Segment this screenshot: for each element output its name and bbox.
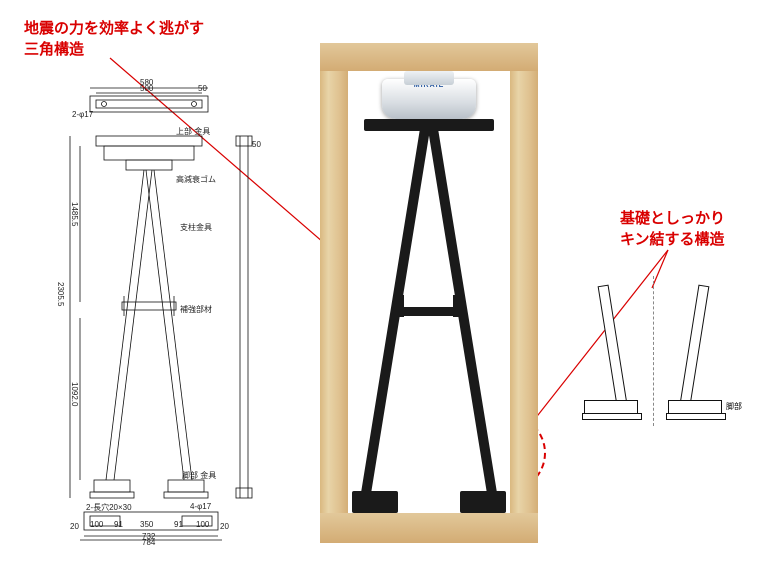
lbl-bottom-metal: 脚部 金具 xyxy=(182,470,216,481)
wood-beam-top xyxy=(320,43,538,71)
detail-leg-left xyxy=(598,285,627,403)
dim-mid-gap: 50 xyxy=(252,140,261,149)
hole-note-bl: 2-長穴20×30 xyxy=(86,502,132,513)
detail-leg-right xyxy=(680,285,709,403)
lbl-strut-metal: 支柱金具 xyxy=(180,222,212,233)
wood-beam-bottom xyxy=(320,513,538,543)
dim-b-c4: 100 xyxy=(196,520,209,529)
detail-foot-right xyxy=(668,400,722,414)
dim-b-side-l: 20 xyxy=(70,522,79,531)
callout-foundation-connection: 基礎としっかりキン結する構造 xyxy=(620,208,725,250)
dim-b-c1: 91 xyxy=(114,520,123,529)
hole-note-br: 4-φ17 xyxy=(190,502,211,511)
cross-brace-tab-left xyxy=(396,295,404,317)
dim-total-h: 2305.5 xyxy=(56,282,65,306)
cross-brace-tab-right xyxy=(453,295,461,317)
dim-top-inner: 500 xyxy=(140,84,153,93)
base-foot-left xyxy=(352,491,398,513)
lbl-top-metal: 上部 金具 xyxy=(176,126,210,137)
tech-drawing-svg xyxy=(40,82,280,542)
callout-triangle-structure: 地震の力を効率よく逃がす三角構造 xyxy=(24,18,204,60)
dim-top-side: 50 xyxy=(198,84,207,93)
dim-lower: 1092.0 xyxy=(70,382,79,406)
dim-b-side-r: 20 xyxy=(220,522,229,531)
technical-drawing: 580 500 50 2-φ17 上部 金具 高減衰ゴム 支柱金具 補強部材 脚… xyxy=(40,82,280,542)
detail-centerline xyxy=(653,276,654,426)
dim-b-row3: 784 xyxy=(142,538,155,547)
product-frame: MIRAIE xyxy=(320,43,538,543)
callout-foundation-text: 基礎としっかりキン結する構造 xyxy=(620,210,725,248)
detail-base-left xyxy=(582,413,642,420)
dim-b-c3: 91 xyxy=(174,520,183,529)
dim-b-c0: 100 xyxy=(90,520,103,529)
detail-arrow-label: 脚部 xyxy=(726,401,742,412)
detail-foot-left xyxy=(584,400,638,414)
dim-b-c2: 350 xyxy=(140,520,153,529)
lbl-damping-rubber: 高減衰ゴム xyxy=(176,174,216,185)
callout-triangle-line1: 地震の力を効率よく逃がす三角構造 xyxy=(24,20,204,58)
hole-note-top: 2-φ17 xyxy=(72,110,93,119)
lbl-brace: 補強部材 xyxy=(180,304,212,315)
wood-post-left xyxy=(320,71,348,513)
damper-top-cap xyxy=(404,71,454,85)
foot-detail-drawing: 脚部 xyxy=(574,276,734,426)
detail-base-right xyxy=(666,413,726,420)
wood-post-right xyxy=(510,71,538,513)
dim-upper: 1485.5 xyxy=(70,202,79,226)
base-foot-right xyxy=(460,491,506,513)
damper-unit: MIRAIE xyxy=(382,79,476,119)
